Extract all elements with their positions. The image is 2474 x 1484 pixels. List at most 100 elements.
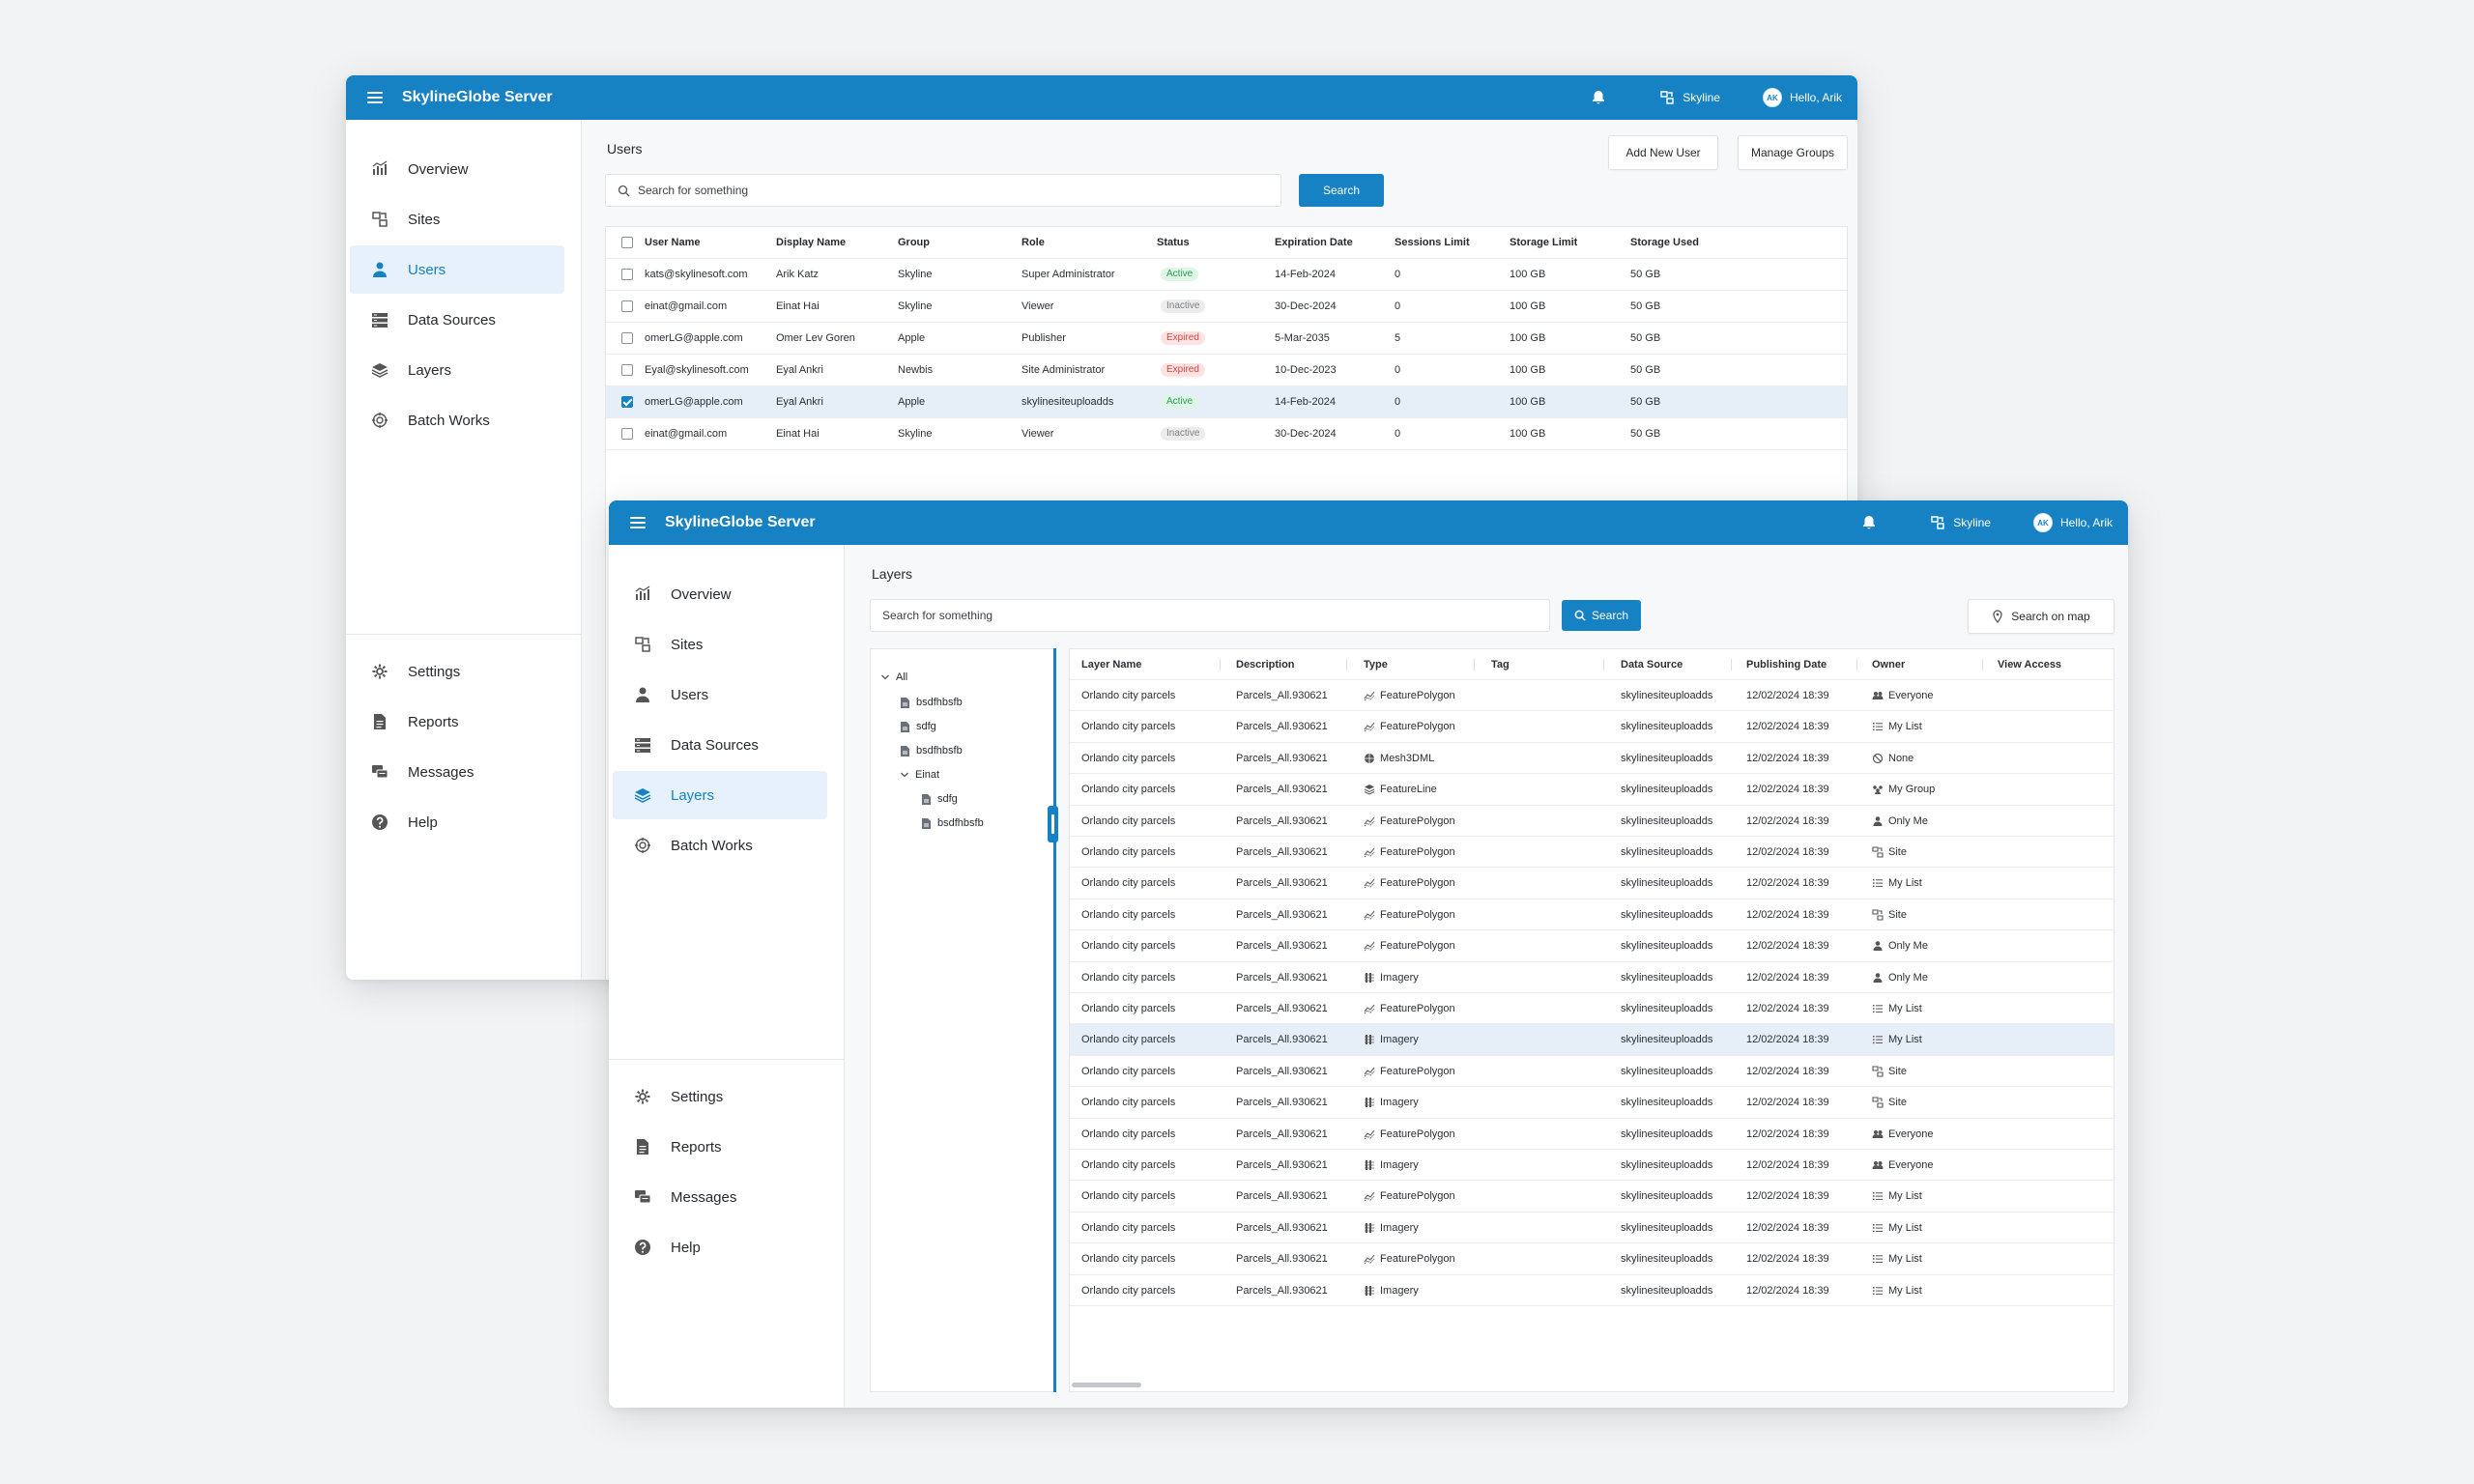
sidebar-item-help[interactable]: Help: [350, 798, 564, 846]
table-row[interactable]: Orlando city parcels Parcels_All.930621 Fe…: [1070, 993, 2114, 1025]
table-row[interactable]: omerLG@apple.com Eyal Ankri Apple skylinesi…: [606, 386, 1847, 418]
search-button[interactable]: Search: [1299, 174, 1384, 207]
sidebar-item-help[interactable]: Help: [613, 1223, 827, 1271]
sidebar-item-users[interactable]: Users: [613, 671, 827, 719]
select-all-checkbox[interactable]: [621, 237, 633, 248]
table-row[interactable]: Orlando city parcels Parcels_All.930621 Fe…: [1070, 1119, 2114, 1150]
table-row[interactable]: Orlando city parcels Parcels_All.930621 Fe…: [1070, 680, 2114, 712]
column-header[interactable]: Group: [898, 237, 930, 248]
sidebar-item-messages[interactable]: Messages: [350, 748, 564, 796]
table-row[interactable]: Orlando city parcels Parcels_All.930621 Im…: [1070, 962, 2114, 993]
row-checkbox[interactable]: [621, 269, 633, 280]
table-row[interactable]: Orlando city parcels Parcels_All.930621 Fe…: [1070, 1243, 2114, 1275]
search-on-map-button[interactable]: Search on map: [1968, 599, 2114, 634]
company-switcher[interactable]: Skyline: [1659, 90, 1720, 105]
menu-icon[interactable]: [630, 517, 646, 528]
table-row[interactable]: Orlando city parcels Parcels_All.930621 Fe…: [1070, 899, 2114, 931]
sidebar-item-settings[interactable]: Settings: [613, 1072, 827, 1121]
sidebar-item-reports[interactable]: Reports: [350, 698, 564, 746]
tree-file-item[interactable]: sdfg: [900, 718, 936, 735]
bell-icon[interactable]: [1858, 512, 1880, 533]
column-divider[interactable]: [1474, 659, 1475, 671]
tree-file-item[interactable]: bsdfhbsfb: [921, 814, 984, 832]
table-row[interactable]: Orlando city parcels Parcels_All.930621 Im…: [1070, 1087, 2114, 1119]
column-divider[interactable]: [1731, 659, 1732, 671]
table-row[interactable]: Orlando city parcels Parcels_All.930621 Fe…: [1070, 1056, 2114, 1088]
row-checkbox[interactable]: [621, 300, 633, 312]
sidebar-item-users[interactable]: Users: [350, 245, 564, 294]
column-divider[interactable]: [1346, 659, 1347, 671]
user-menu[interactable]: AK Hello, Arik: [2032, 513, 2113, 532]
column-header[interactable]: Status: [1157, 237, 1190, 248]
search-input[interactable]: Search for something: [870, 599, 1550, 632]
sidebar-item-batch-works[interactable]: Batch Works: [613, 821, 827, 870]
row-checkbox[interactable]: [621, 364, 633, 376]
tree-file-item[interactable]: bsdfhbsfb: [900, 694, 963, 711]
table-row[interactable]: Orlando city parcels Parcels_All.930621 Fe…: [1070, 868, 2114, 899]
column-header[interactable]: Sessions Limit: [1395, 237, 1470, 248]
sidebar-item-sites[interactable]: Sites: [613, 620, 827, 669]
bell-icon[interactable]: [1588, 87, 1609, 108]
tree-splitter[interactable]: [1053, 648, 1056, 1392]
column-header[interactable]: Storage Used: [1630, 237, 1699, 248]
table-row[interactable]: Orlando city parcels Parcels_All.930621 Im…: [1070, 1024, 2114, 1056]
table-row[interactable]: Orlando city parcels Parcels_All.930621 Im…: [1070, 1275, 2114, 1306]
table-row[interactable]: omerLG@apple.com Omer Lev Goren Apple Publi…: [606, 323, 1847, 355]
column-header[interactable]: Publishing Date: [1746, 659, 1827, 671]
column-header[interactable]: Type: [1364, 659, 1388, 671]
company-switcher[interactable]: Skyline: [1930, 515, 1991, 530]
table-row[interactable]: Orlando city parcels Parcels_All.930621 Fe…: [1070, 1181, 2114, 1213]
table-row[interactable]: Orlando city parcels Parcels_All.930621 Fe…: [1070, 930, 2114, 962]
table-row[interactable]: Orlando city parcels Parcels_All.930621 Fe…: [1070, 774, 2114, 806]
sidebar-item-reports[interactable]: Reports: [613, 1123, 827, 1171]
tree-file-item[interactable]: sdfg: [921, 790, 958, 808]
horizontal-scrollbar[interactable]: [1072, 1383, 1141, 1387]
row-checkbox[interactable]: [621, 428, 633, 440]
column-header[interactable]: Tag: [1491, 659, 1510, 671]
column-header[interactable]: Description: [1236, 659, 1295, 671]
table-row[interactable]: Orlando city parcels Parcels_All.930621 Me…: [1070, 743, 2114, 775]
tree-file-item[interactable]: bsdfhbsfb: [900, 742, 963, 759]
table-row[interactable]: einat@gmail.com Einat Hai Skyline Viewer Ina…: [606, 291, 1847, 323]
column-header[interactable]: Owner: [1872, 659, 1906, 671]
sidebar-item-overview[interactable]: Overview: [350, 145, 564, 193]
column-divider[interactable]: [1856, 659, 1857, 671]
sidebar-item-layers[interactable]: Layers: [350, 346, 564, 394]
column-header[interactable]: Display Name: [776, 237, 847, 248]
column-divider[interactable]: [1220, 659, 1221, 671]
column-header[interactable]: Role: [1021, 237, 1045, 248]
column-header[interactable]: Data Source: [1621, 659, 1683, 671]
sidebar-item-layers[interactable]: Layers: [613, 771, 827, 819]
column-divider[interactable]: [1982, 659, 1983, 671]
sidebar-item-data-sources[interactable]: Data Sources: [350, 296, 564, 344]
sidebar-item-sites[interactable]: Sites: [350, 195, 564, 243]
column-header[interactable]: Layer Name: [1081, 659, 1142, 671]
row-checkbox[interactable]: [621, 332, 633, 344]
sidebar-item-batch-works[interactable]: Batch Works: [350, 396, 564, 444]
table-row[interactable]: Orlando city parcels Parcels_All.930621 Fe…: [1070, 711, 2114, 743]
sidebar-item-overview[interactable]: Overview: [613, 570, 827, 618]
table-row[interactable]: Eyal@skylinesoft.com Eyal Ankri Newbis Site…: [606, 355, 1847, 386]
add-new-user-button[interactable]: Add New User: [1608, 135, 1718, 170]
column-header[interactable]: Storage Limit: [1510, 237, 1578, 248]
sidebar-item-data-sources[interactable]: Data Sources: [613, 721, 827, 769]
column-header[interactable]: Expiration Date: [1275, 237, 1353, 248]
column-divider[interactable]: [1603, 659, 1604, 671]
column-header[interactable]: User Name: [645, 237, 701, 248]
search-input[interactable]: Search for something: [605, 174, 1281, 207]
tree-folder-item[interactable]: All: [880, 669, 907, 686]
table-row[interactable]: Orlando city parcels Parcels_All.930621 Im…: [1070, 1150, 2114, 1182]
table-row[interactable]: einat@gmail.com Einat Hai Skyline Viewer Ina…: [606, 418, 1847, 450]
search-button[interactable]: Search: [1562, 600, 1641, 631]
user-menu[interactable]: AK Hello, Arik: [1762, 88, 1842, 107]
row-checkbox[interactable]: [621, 396, 633, 408]
sidebar-item-settings[interactable]: Settings: [350, 647, 564, 696]
table-row[interactable]: kats@skylinesoft.com Arik Katz Skyline Supe…: [606, 259, 1847, 291]
table-row[interactable]: Orlando city parcels Parcels_All.930621 Fe…: [1070, 806, 2114, 837]
splitter-handle[interactable]: [1048, 806, 1058, 842]
sidebar-item-messages[interactable]: Messages: [613, 1173, 827, 1221]
tree-folder-item[interactable]: Einat: [900, 766, 939, 784]
manage-groups-button[interactable]: Manage Groups: [1738, 135, 1848, 170]
table-row[interactable]: Orlando city parcels Parcels_All.930621 Fe…: [1070, 837, 2114, 869]
table-row[interactable]: Orlando city parcels Parcels_All.930621 Im…: [1070, 1213, 2114, 1244]
